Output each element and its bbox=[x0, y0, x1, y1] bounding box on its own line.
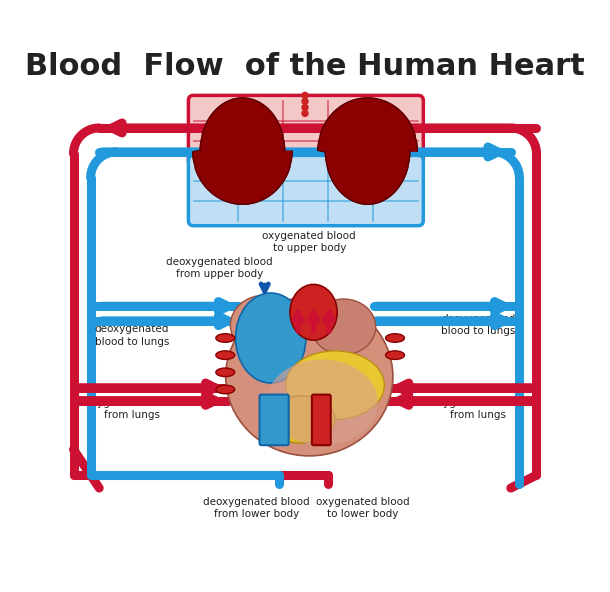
Ellipse shape bbox=[216, 351, 235, 359]
Circle shape bbox=[302, 104, 308, 110]
Text: Blood  Flow  of the Human Heart: Blood Flow of the Human Heart bbox=[25, 52, 585, 81]
FancyBboxPatch shape bbox=[188, 95, 423, 166]
Ellipse shape bbox=[235, 293, 306, 383]
Ellipse shape bbox=[267, 359, 378, 445]
FancyBboxPatch shape bbox=[260, 395, 289, 445]
Ellipse shape bbox=[267, 396, 335, 443]
Text: deoxygenated blood
from lower body: deoxygenated blood from lower body bbox=[203, 497, 309, 519]
Polygon shape bbox=[193, 98, 292, 204]
Ellipse shape bbox=[312, 299, 376, 355]
Text: deoxygenated blood
from upper body: deoxygenated blood from upper body bbox=[166, 256, 273, 279]
Ellipse shape bbox=[231, 295, 299, 355]
Text: oxygenated blood
from lungs: oxygenated blood from lungs bbox=[431, 398, 525, 420]
FancyBboxPatch shape bbox=[188, 155, 423, 226]
Circle shape bbox=[302, 98, 308, 104]
Circle shape bbox=[302, 110, 308, 117]
FancyBboxPatch shape bbox=[312, 395, 331, 445]
Text: deoxygenated
blood to lungs: deoxygenated blood to lungs bbox=[441, 314, 515, 336]
Ellipse shape bbox=[216, 385, 235, 394]
Ellipse shape bbox=[226, 297, 393, 456]
Ellipse shape bbox=[285, 351, 384, 420]
Circle shape bbox=[302, 92, 308, 98]
Text: oxygenated blood
to upper body: oxygenated blood to upper body bbox=[262, 231, 356, 253]
Text: oxygenated blood
to lower body: oxygenated blood to lower body bbox=[315, 497, 409, 519]
Ellipse shape bbox=[386, 351, 404, 359]
Ellipse shape bbox=[216, 368, 235, 377]
Ellipse shape bbox=[216, 334, 235, 342]
Ellipse shape bbox=[290, 284, 337, 340]
Polygon shape bbox=[318, 98, 417, 204]
Text: oxygenated blood
from lungs: oxygenated blood from lungs bbox=[85, 398, 179, 420]
Ellipse shape bbox=[386, 334, 404, 342]
Text: deoxygenated
blood to lungs: deoxygenated blood to lungs bbox=[95, 324, 169, 347]
